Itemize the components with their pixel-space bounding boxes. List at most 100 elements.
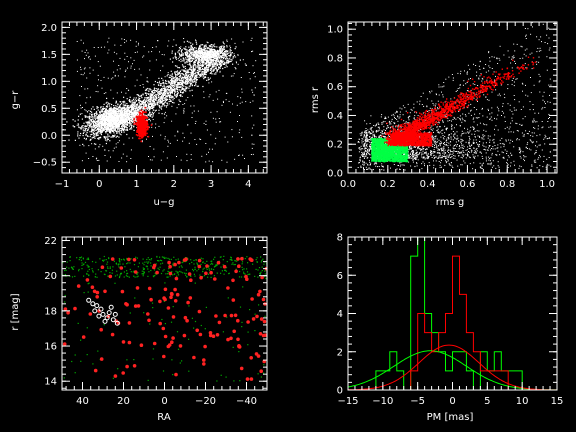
p0-point [173, 90, 175, 92]
p0-point [115, 113, 117, 115]
p0-point [105, 126, 107, 128]
p0-point [206, 79, 208, 81]
p0-point [122, 128, 124, 130]
p0-point [97, 123, 99, 125]
p0-point [121, 116, 123, 118]
p0-point [211, 53, 213, 55]
p0-point [95, 135, 97, 137]
p0-point [196, 74, 198, 76]
p0-point [79, 95, 81, 97]
p0-point [112, 108, 114, 110]
p0-point [111, 113, 113, 115]
p0-point [77, 135, 79, 137]
p0-point [228, 55, 230, 57]
p0-point [163, 88, 165, 90]
p0-point [132, 112, 134, 114]
p0-point [196, 79, 198, 81]
p0-point [128, 114, 130, 116]
p0-point [99, 122, 101, 124]
p0-point [103, 119, 105, 121]
p0-point [129, 113, 131, 115]
p0-point [223, 102, 224, 103]
p0-point [240, 77, 242, 78]
p0-point [241, 136, 243, 138]
p0-point [129, 111, 131, 112]
p0-point [163, 102, 166, 104]
p0-point [99, 65, 101, 67]
p0-point [147, 87, 149, 90]
p0-point [121, 118, 123, 120]
p0-point [179, 83, 181, 85]
p0-point [181, 95, 183, 97]
p0-point [93, 134, 95, 136]
p0-point [175, 87, 177, 89]
p0-point [133, 98, 135, 100]
p0-point [222, 47, 224, 50]
p0-point [223, 58, 225, 60]
p0-point [202, 63, 204, 65]
p0-point [204, 49, 206, 51]
p0-point [185, 76, 187, 78]
p0-point [206, 60, 208, 61]
p0-point [181, 87, 184, 89]
p0-point [105, 122, 107, 124]
p0-point [179, 79, 181, 81]
p0-point [115, 101, 117, 103]
p0-point [86, 122, 88, 124]
p0-point [201, 56, 203, 58]
p0-point [183, 109, 185, 111]
p0-point [140, 94, 142, 96]
p0-point [239, 59, 241, 61]
p0-point [193, 55, 195, 57]
p0-point [155, 123, 157, 125]
p0-point [186, 74, 188, 76]
p0-point [209, 49, 211, 51]
p0-point [107, 112, 109, 114]
p0-point [153, 99, 155, 101]
p0-point [209, 54, 211, 56]
p0-red-point [147, 127, 149, 130]
p0-point [116, 115, 118, 117]
p0-point [200, 74, 202, 76]
p0-point [113, 117, 115, 119]
p0-point [190, 67, 192, 69]
p0-point [72, 125, 74, 127]
p0-point [185, 46, 187, 48]
p0-point [149, 113, 151, 115]
p0-point [168, 92, 170, 94]
p0-point [116, 135, 118, 137]
p0-point [190, 82, 192, 84]
p0-point [151, 97, 153, 99]
p0-point [199, 47, 201, 49]
p0-point [171, 101, 174, 104]
p0-point [134, 111, 136, 113]
p0-point [84, 126, 86, 128]
p0-point [101, 131, 103, 133]
p0-point [120, 109, 122, 111]
p0-point [200, 64, 202, 66]
p0-red-point [144, 132, 146, 134]
p0-point [174, 95, 176, 97]
p0-red-point [136, 126, 139, 129]
p0-point [157, 88, 160, 90]
p0-point [203, 71, 205, 73]
p0-point [136, 94, 138, 96]
p0-point [117, 118, 119, 120]
p0-point [189, 60, 191, 62]
p0-point [119, 106, 121, 108]
p0-point [151, 106, 153, 108]
p0-point [154, 90, 156, 92]
p0-point [160, 70, 161, 72]
p0-point [141, 106, 143, 108]
p0-point [222, 75, 224, 77]
p0-point [119, 114, 121, 116]
p0-point [213, 45, 215, 47]
p0-point [211, 69, 213, 71]
p0-point [166, 88, 168, 90]
p0-point [123, 129, 125, 131]
p0-point [101, 115, 103, 117]
p0-point [158, 105, 160, 107]
p0-point [109, 110, 111, 112]
p0-ylabel: g−r [10, 90, 21, 110]
p0-point [171, 91, 173, 93]
